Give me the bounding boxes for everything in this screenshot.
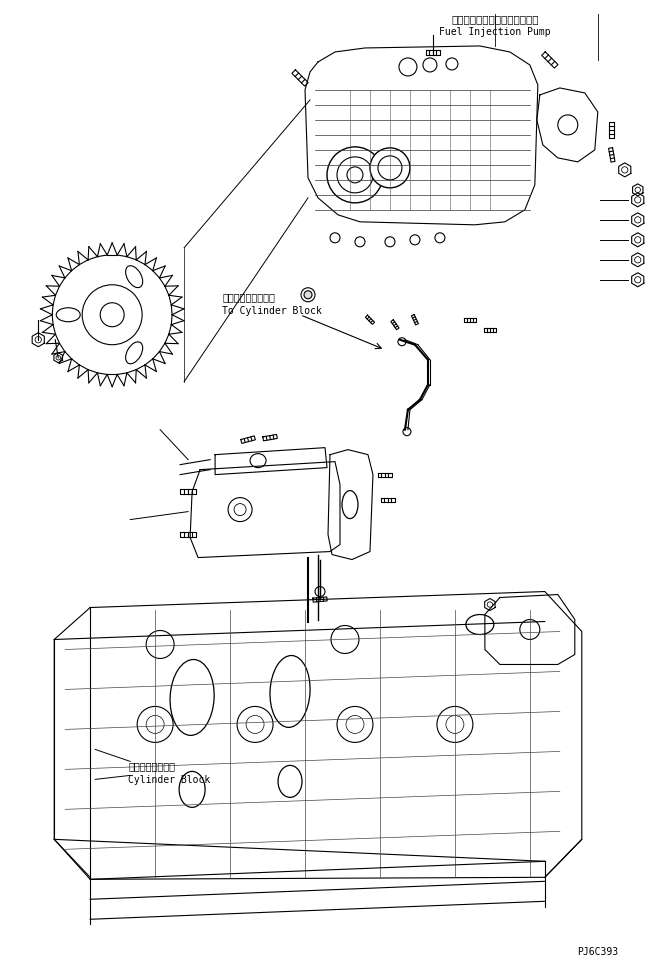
Circle shape [234, 504, 246, 516]
Circle shape [146, 631, 174, 659]
Circle shape [337, 707, 373, 742]
Circle shape [635, 237, 641, 243]
Circle shape [355, 237, 365, 247]
Text: Fuel Injection Pump: Fuel Injection Pump [439, 27, 551, 37]
Circle shape [399, 58, 417, 76]
Text: To Cylinder Block: To Cylinder Block [222, 305, 322, 316]
Ellipse shape [56, 308, 80, 322]
Circle shape [137, 707, 173, 742]
Circle shape [635, 217, 641, 223]
Ellipse shape [179, 772, 205, 807]
Circle shape [446, 715, 464, 733]
Circle shape [56, 355, 61, 360]
Circle shape [146, 715, 164, 733]
Ellipse shape [342, 491, 358, 518]
Ellipse shape [466, 614, 494, 635]
Circle shape [237, 707, 273, 742]
Ellipse shape [126, 266, 143, 288]
Circle shape [330, 233, 340, 243]
Text: Cylinder Block: Cylinder Block [128, 776, 210, 785]
Circle shape [304, 291, 312, 299]
Circle shape [423, 58, 437, 72]
Circle shape [100, 302, 124, 326]
Circle shape [331, 626, 359, 654]
Circle shape [635, 197, 641, 203]
Circle shape [635, 256, 641, 263]
Circle shape [437, 707, 473, 742]
Circle shape [378, 156, 402, 180]
Circle shape [35, 337, 41, 343]
Circle shape [558, 115, 578, 135]
Text: PJ6C393: PJ6C393 [577, 948, 618, 957]
Circle shape [301, 288, 315, 301]
Ellipse shape [126, 342, 143, 364]
Circle shape [315, 587, 325, 596]
Ellipse shape [278, 765, 302, 798]
Text: シリンダブロックへ: シリンダブロックへ [222, 292, 275, 301]
Circle shape [385, 237, 395, 247]
Circle shape [246, 715, 264, 733]
Circle shape [327, 147, 383, 203]
Ellipse shape [250, 454, 266, 468]
Circle shape [228, 497, 252, 521]
Circle shape [82, 285, 142, 345]
Text: シリンダブロック: シリンダブロック [128, 761, 175, 772]
Circle shape [635, 276, 641, 283]
Circle shape [487, 602, 493, 608]
Circle shape [520, 619, 540, 639]
Circle shape [337, 156, 373, 193]
Text: フェルインジェクションポンプ: フェルインジェクションポンプ [451, 14, 539, 24]
Ellipse shape [270, 656, 310, 728]
Circle shape [346, 715, 364, 733]
Ellipse shape [170, 660, 214, 735]
Circle shape [446, 58, 458, 70]
Circle shape [347, 167, 363, 182]
Circle shape [435, 233, 445, 243]
Circle shape [370, 148, 410, 188]
Circle shape [621, 167, 628, 173]
Circle shape [410, 235, 420, 245]
Circle shape [398, 338, 406, 346]
Circle shape [403, 427, 411, 436]
Circle shape [635, 187, 641, 193]
